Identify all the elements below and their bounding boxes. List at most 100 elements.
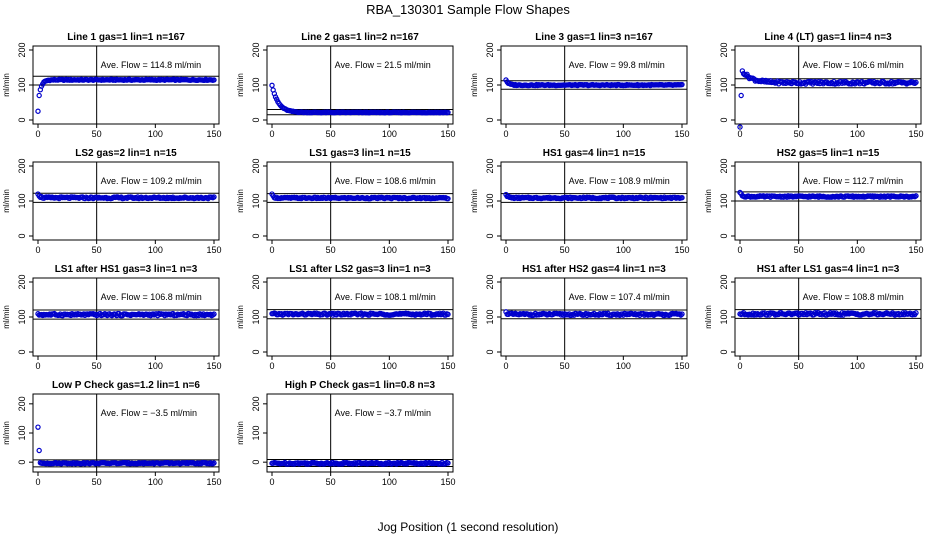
average-flow-label: Ave. Flow = 109.2 ml/min [101, 176, 202, 186]
chart-panel: Line 4 (LT) gas=1 lin=4 n=3 ml/min 0 100 200… [704, 32, 924, 139]
panel-y-axis-label: ml/min [2, 73, 11, 97]
data-point [913, 193, 919, 199]
x-tick-label: 100 [850, 129, 865, 139]
x-tick-label: 100 [148, 129, 163, 139]
panel-y-axis-label: ml/min [470, 73, 479, 97]
x-tick-label: 0 [35, 129, 40, 139]
data-point [211, 77, 217, 83]
x-tick-label: 50 [92, 245, 102, 255]
panel-title: HS1 after LS1 gas=4 lin=1 n=3 [757, 264, 900, 275]
data-point [442, 460, 449, 467]
data-point [737, 124, 743, 130]
x-tick-label: 0 [737, 245, 742, 255]
data-point [739, 68, 746, 74]
x-tick-label: 50 [92, 361, 102, 371]
panel-y-axis-label: ml/min [704, 189, 713, 213]
data-point [679, 81, 685, 88]
x-tick-label: 0 [737, 361, 742, 371]
average-flow-label: Ave. Flow = 107.4 ml/min [569, 292, 670, 302]
x-tick-label: 50 [560, 361, 570, 371]
y-tick-label: 200 [251, 158, 261, 173]
panel-y-axis-label: ml/min [470, 305, 479, 329]
y-tick-label: 0 [719, 349, 729, 354]
y-tick-label: 100 [719, 309, 729, 324]
y-tick-label: 200 [251, 42, 261, 57]
data-point [876, 194, 883, 200]
y-tick-label: 0 [17, 117, 27, 122]
panel-y-axis-label: ml/min [470, 189, 479, 213]
x-tick-label: 100 [382, 361, 397, 371]
average-flow-label: Ave. Flow = −3.5 ml/min [101, 408, 197, 418]
chart-panel: LS1 after LS2 gas=3 lin=1 n=3 ml/min 0 100 2… [236, 264, 456, 371]
panel-title: HS1 gas=4 lin=1 n=15 [543, 148, 646, 159]
y-tick-label: 0 [251, 233, 261, 238]
average-flow-label: Ave. Flow = 112.7 ml/min [803, 176, 903, 186]
panel-y-axis-label: ml/min [704, 73, 713, 97]
y-tick-label: 200 [485, 158, 495, 173]
y-tick-label: 0 [719, 233, 729, 238]
data-point [211, 460, 217, 466]
x-tick-label: 100 [850, 361, 865, 371]
chart-panel: Line 1 gas=1 lin=1 n=167 ml/min 0 100 200 0 50… [2, 32, 222, 139]
x-tick-label: 0 [503, 129, 508, 139]
x-tick-label: 50 [326, 477, 336, 487]
x-tick-label: 0 [737, 129, 742, 139]
y-tick-label: 100 [719, 193, 729, 208]
panel-title: LS2 gas=2 lin=1 n=15 [75, 148, 177, 159]
x-tick-label: 150 [908, 361, 923, 371]
y-tick-label: 100 [485, 77, 495, 92]
data-point [738, 92, 744, 99]
data-point [56, 312, 62, 318]
y-tick-label: 0 [17, 349, 27, 354]
data-point [445, 195, 451, 202]
panel-y-axis-label: ml/min [236, 421, 245, 445]
y-tick-label: 200 [251, 396, 261, 411]
x-tick-label: 100 [382, 477, 397, 487]
y-tick-label: 100 [251, 77, 261, 92]
average-flow-label: Ave. Flow = 21.5 ml/min [335, 60, 431, 70]
panel-y-axis-label: ml/min [236, 189, 245, 213]
x-tick-label: 100 [850, 245, 865, 255]
data-points [503, 191, 685, 202]
average-flow-label: Ave. Flow = 108.8 ml/min [803, 292, 904, 302]
x-tick-label: 100 [382, 129, 397, 139]
x-tick-label: 150 [440, 361, 455, 371]
x-tick-label: 0 [35, 361, 40, 371]
panel-grid: Line 1 gas=1 lin=1 n=167 ml/min 0 100 200 0 50… [2, 32, 924, 487]
data-point [445, 109, 451, 116]
chart-panel: LS2 gas=2 lin=1 n=15 ml/min 0 100 200 0 50 100 1… [2, 148, 222, 255]
y-tick-label: 200 [485, 42, 495, 57]
panel-title: Line 3 gas=1 lin=3 n=167 [535, 32, 653, 43]
y-tick-label: 100 [17, 309, 27, 324]
y-tick-label: 200 [719, 274, 729, 289]
data-point [579, 195, 585, 202]
x-tick-label: 50 [92, 477, 102, 487]
panel-title: Line 4 (LT) gas=1 lin=4 n=3 [764, 32, 892, 43]
y-tick-label: 0 [251, 117, 261, 122]
y-tick-label: 0 [17, 460, 27, 465]
x-tick-label: 0 [35, 245, 40, 255]
chart-panel: HS2 gas=5 lin=1 n=15 ml/min 0 100 200 0 50 100 1… [704, 148, 924, 255]
x-tick-label: 150 [440, 245, 455, 255]
data-point [913, 79, 919, 86]
data-point [211, 311, 217, 317]
y-tick-label: 0 [17, 233, 27, 238]
y-tick-label: 100 [719, 77, 729, 92]
data-point [849, 193, 856, 199]
x-tick-label: 50 [326, 245, 336, 255]
average-flow-label: Ave. Flow = −3.7 ml/min [335, 408, 431, 418]
data-points [269, 82, 451, 116]
y-tick-label: 200 [17, 274, 27, 289]
data-point [661, 194, 668, 200]
y-tick-label: 0 [251, 460, 261, 465]
x-tick-label: 100 [382, 245, 397, 255]
data-point [679, 311, 685, 317]
data-points [35, 424, 217, 467]
x-tick-label: 50 [92, 129, 102, 139]
data-points [737, 310, 919, 318]
y-tick-label: 200 [17, 396, 27, 411]
data-point [564, 194, 570, 201]
chart-panel: LS1 after HS1 gas=3 lin=1 n=3 ml/min 0 100 2… [2, 264, 222, 371]
y-tick-label: 100 [485, 309, 495, 324]
y-tick-label: 200 [719, 42, 729, 57]
